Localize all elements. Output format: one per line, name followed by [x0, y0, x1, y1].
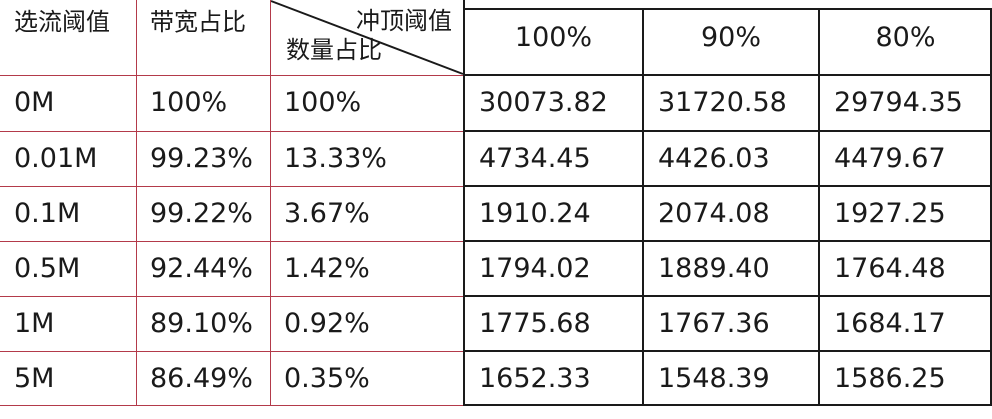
- cell-v100: 1794.02: [479, 253, 591, 284]
- header-peak-90: 90%: [700, 22, 761, 53]
- cell-count: 13.33%: [284, 143, 387, 174]
- cell-v80: 1927.25: [834, 198, 946, 229]
- row-divider: [0, 296, 464, 297]
- cell-bandwidth: 89.10%: [150, 308, 253, 339]
- cell-v80: 1586.25: [834, 363, 946, 394]
- cell-bandwidth: 99.23%: [150, 143, 253, 174]
- cell-v90: 1889.40: [658, 253, 770, 284]
- row-divider: [464, 240, 992, 242]
- cell-threshold: 0.5M: [14, 253, 81, 284]
- cell-bandwidth: 86.49%: [150, 363, 253, 394]
- col-divider: [990, 8, 992, 406]
- cell-count: 0.92%: [284, 308, 370, 339]
- header-threshold-select: 选流阈值: [14, 8, 110, 36]
- cell-v90: 4426.03: [658, 143, 770, 174]
- row-divider: [464, 130, 992, 132]
- cell-v100: 1910.24: [479, 198, 591, 229]
- cell-threshold: 0.01M: [14, 143, 98, 174]
- cell-v90: 2074.08: [658, 198, 770, 229]
- cell-v80: 1684.17: [834, 308, 946, 339]
- row-divider: [0, 75, 464, 76]
- cell-count: 100%: [284, 87, 362, 118]
- col-divider: [463, 0, 465, 406]
- diagonal-divider: [270, 0, 464, 75]
- row-divider: [0, 186, 464, 187]
- col-divider: [818, 8, 820, 406]
- cell-count: 0.35%: [284, 363, 370, 394]
- row-divider: [464, 185, 992, 187]
- header-peak-100: 100%: [514, 22, 593, 53]
- row-divider: [0, 351, 464, 352]
- col-divider: [136, 0, 137, 406]
- row-divider: [0, 241, 464, 242]
- cell-v80: 4479.67: [834, 143, 946, 174]
- row-divider: [0, 131, 464, 132]
- cell-v90: 1548.39: [658, 363, 770, 394]
- cell-v100: 30073.82: [479, 87, 608, 118]
- cell-v100: 1652.33: [479, 363, 591, 394]
- col-divider: [270, 0, 271, 406]
- header-peak-80: 80%: [875, 22, 936, 53]
- top-border: [464, 8, 992, 10]
- header-bandwidth-ratio: 带宽占比: [150, 8, 246, 36]
- cell-v100: 4734.45: [479, 143, 591, 174]
- cell-v90: 31720.58: [658, 87, 787, 118]
- header-count-ratio: 数量占比: [286, 36, 382, 64]
- col-divider: [642, 8, 644, 406]
- cell-bandwidth: 92.44%: [150, 253, 253, 284]
- cell-threshold: 5M: [14, 363, 55, 394]
- cell-bandwidth: 99.22%: [150, 198, 253, 229]
- cell-threshold: 0.1M: [14, 198, 81, 229]
- cell-count: 1.42%: [284, 253, 370, 284]
- row-divider: [464, 74, 992, 76]
- header-peak-threshold: 冲顶阈值: [356, 7, 452, 35]
- cell-v100: 1775.68: [479, 308, 591, 339]
- cell-v80: 29794.35: [834, 87, 963, 118]
- row-divider: [464, 350, 992, 352]
- row-divider: [464, 404, 992, 406]
- row-divider: [0, 405, 464, 406]
- cell-threshold: 1M: [14, 308, 55, 339]
- row-divider: [464, 295, 992, 297]
- cell-count: 3.67%: [284, 198, 370, 229]
- cell-threshold: 0M: [14, 87, 55, 118]
- header-diagonal-cell: 冲顶阈值 数量占比: [270, 0, 464, 75]
- cell-v90: 1767.36: [658, 308, 770, 339]
- cell-v80: 1764.48: [834, 253, 946, 284]
- cell-bandwidth: 100%: [150, 87, 228, 118]
